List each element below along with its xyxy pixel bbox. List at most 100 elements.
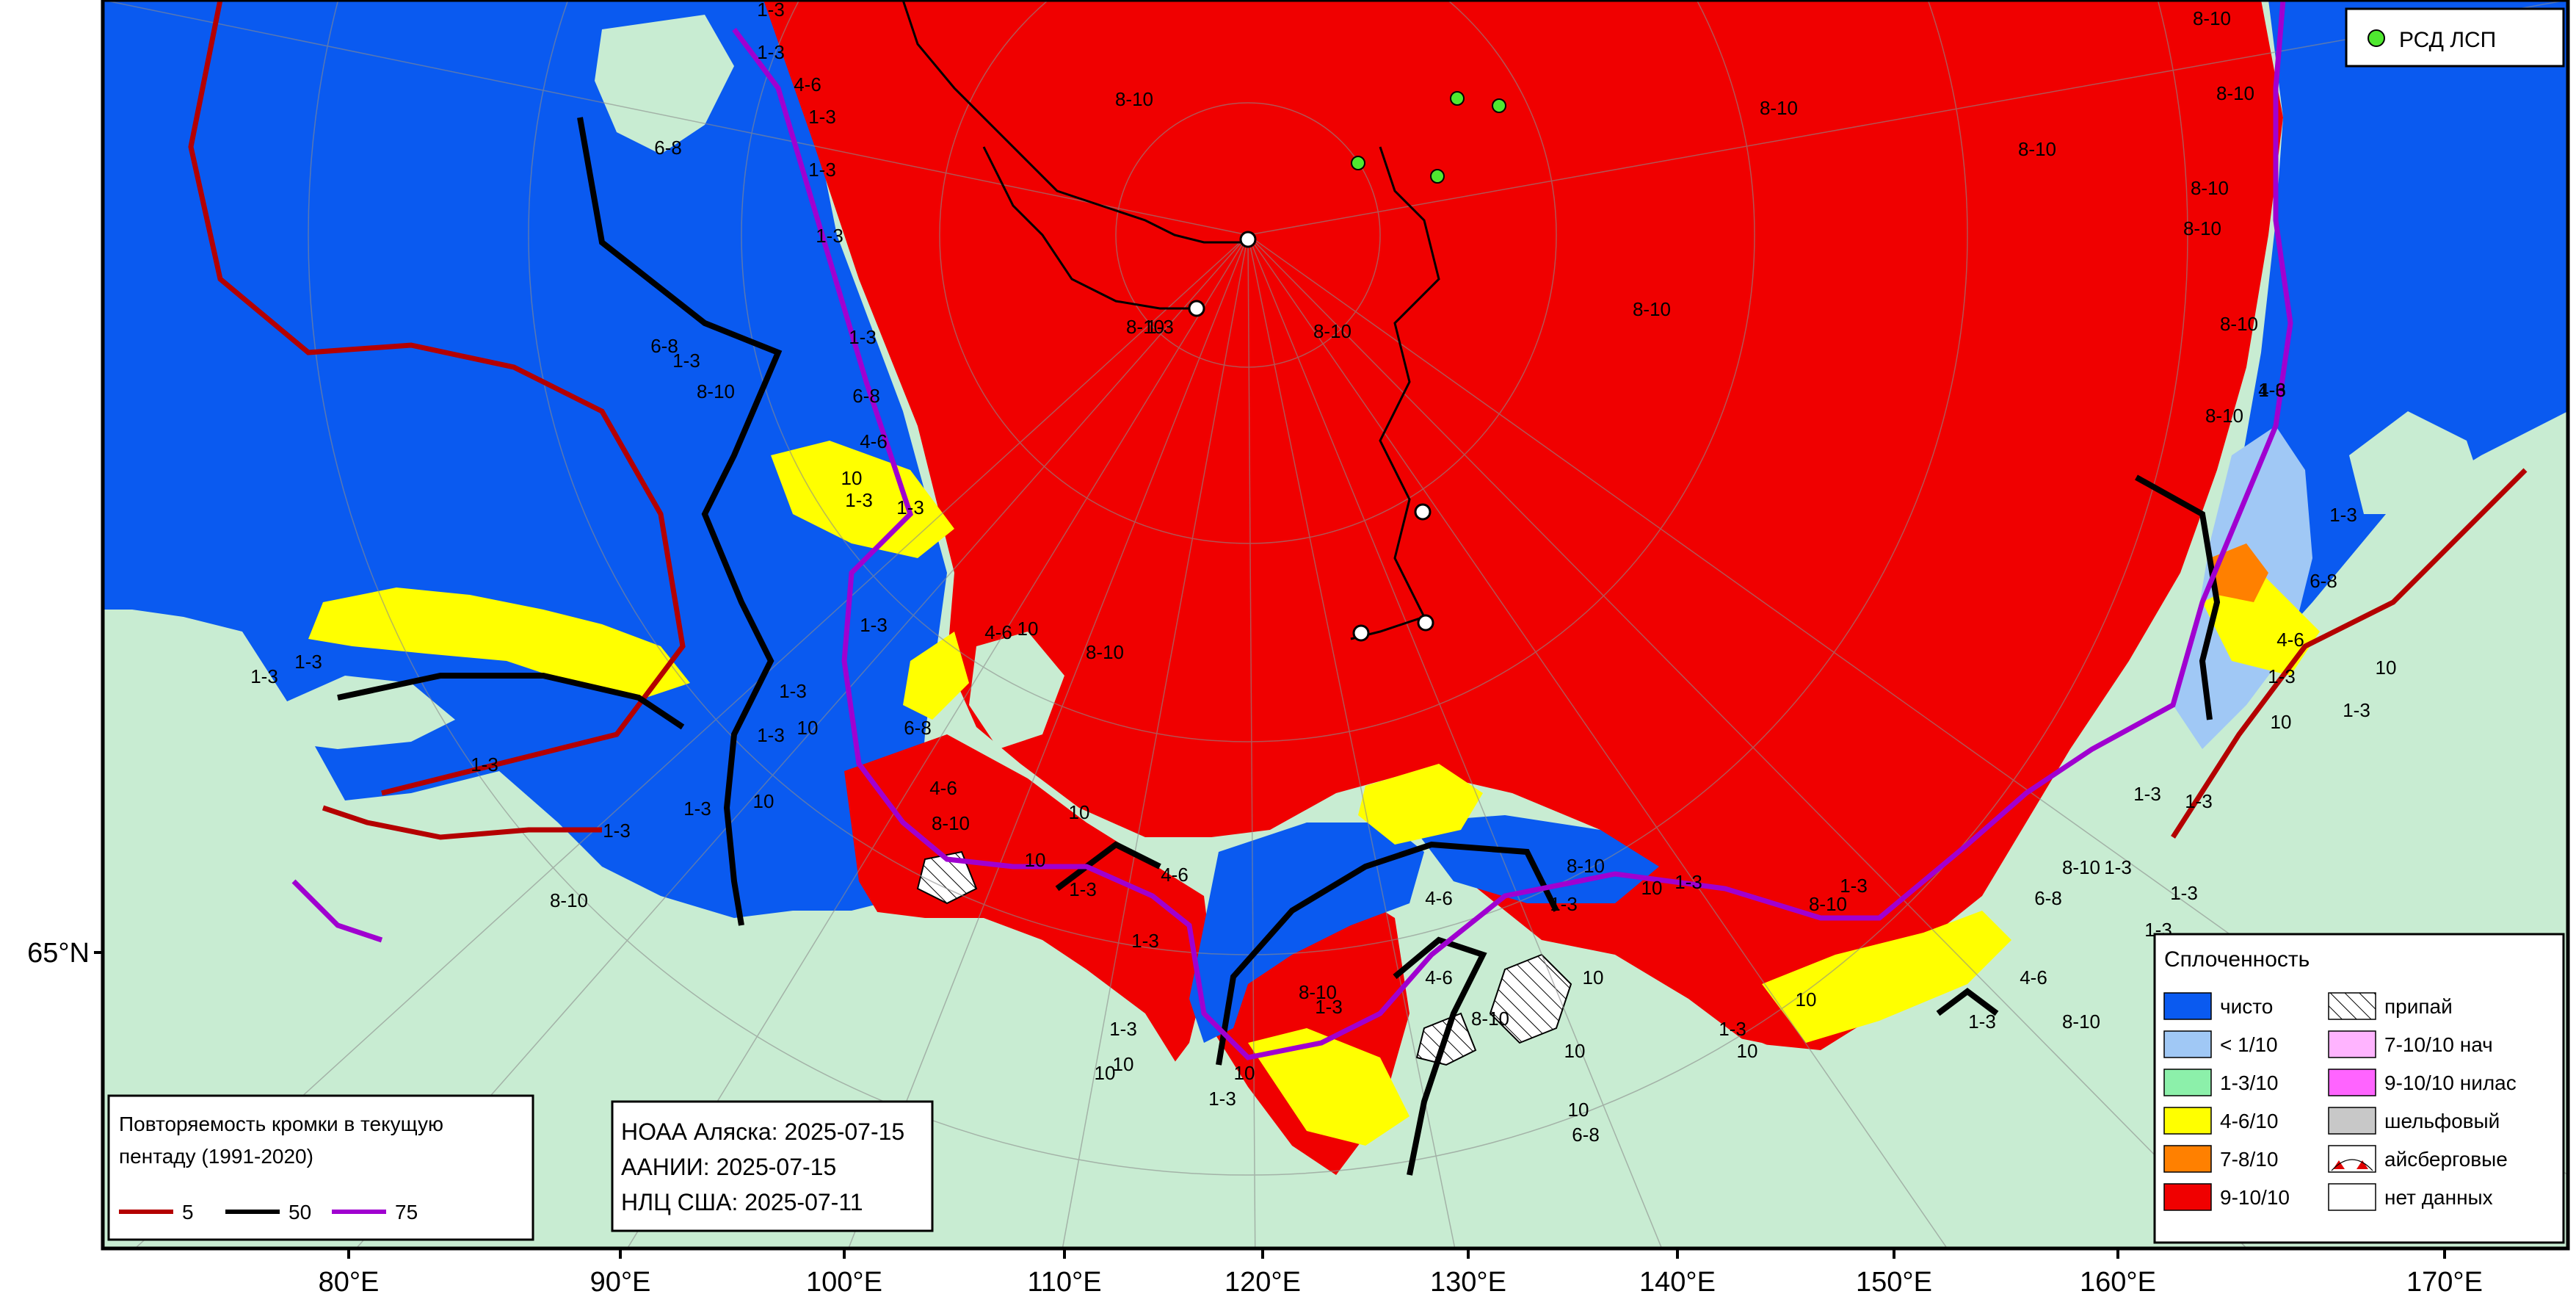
region-label: 4-6 [929, 777, 957, 799]
legend-swatch [2163, 1069, 2212, 1096]
edge-legend-label: 50 [289, 1201, 311, 1223]
region-label: 1-3 [1109, 1018, 1137, 1040]
region-label: 1-3 [757, 41, 785, 63]
edge-legend-title-line1: Повторяемость кромки в текущую [119, 1113, 443, 1135]
legend-label: < 1/10 [2220, 1033, 2278, 1056]
station-marker [1188, 300, 1205, 317]
region-label: 1-3 [779, 680, 807, 702]
lon-tick-label: 170°E [2406, 1267, 2483, 1298]
legend-swatch [2328, 992, 2376, 1020]
rsd-legend: РСД ЛСП [2345, 7, 2565, 68]
region-label: 1-3 [603, 820, 631, 842]
region-label: 10 [1234, 1062, 1255, 1084]
region-label: 8-10 [1086, 641, 1124, 663]
region-label: 8-10 [2062, 1011, 2100, 1033]
legend-swatch [2163, 1183, 2212, 1211]
region-labels: 1-31-34-61-36-88-101-31-36-81-31-34-6106… [250, 0, 2396, 1146]
region-label: 6-8 [2310, 570, 2337, 592]
legend-label: 7-8/10 [2220, 1148, 2278, 1171]
stations [1188, 91, 1506, 642]
region-label: 10 [753, 790, 774, 812]
legend-swatch [2328, 1030, 2376, 1058]
region-label: 10 [1796, 988, 1817, 1011]
region-label: 1-3 [2329, 504, 2357, 526]
region-label: 1-3 [808, 106, 836, 128]
legend-label: 9-10/10 нилас [2384, 1071, 2517, 1094]
rsd-station-marker [1450, 91, 1465, 106]
drift-tracks [901, 0, 1440, 640]
region-label: 8-10 [2018, 138, 2056, 160]
region-label: 1-3 [2268, 665, 2296, 687]
region-label: 1-3 [1719, 1018, 1746, 1040]
region-label: 6-8 [654, 137, 682, 159]
concentration-legend-item: нет данных [2328, 1183, 2493, 1211]
legend-swatch [2328, 1107, 2376, 1135]
edge-legend-item: 75 [332, 1201, 418, 1223]
concentration-legend-item: 7-8/10 [2163, 1145, 2278, 1173]
lon-tick-label: 110°E [1027, 1267, 1101, 1298]
rsd-station-marker [1492, 98, 1506, 113]
latitude-axis: 65°N [27, 938, 103, 969]
station-marker [1417, 614, 1434, 632]
lon-tick-label: 120°E [1224, 1267, 1301, 1298]
sources-box: НОАА Аляска: 2025-07-15 ААНИИ: 2025-07-1… [611, 1100, 934, 1232]
region-label: 1-3 [1208, 1088, 1236, 1110]
station-marker [1239, 231, 1257, 248]
region-label: 8-10 [2193, 7, 2231, 29]
lon-tick-label: 80°E [319, 1267, 380, 1298]
concentration-legend-item: 4-6/10 [2163, 1107, 2278, 1135]
region-label: 1-3 [1146, 316, 1174, 338]
region-label: 8-10 [1567, 855, 1605, 877]
station-marker [1414, 503, 1432, 521]
legend-swatch [2163, 992, 2212, 1020]
legend-label: 4-6/10 [2220, 1110, 2278, 1132]
region-label: 1-3 [849, 326, 877, 348]
concentration-legend-item: айсберговые [2328, 1145, 2508, 1173]
region-label: 10 [841, 467, 863, 489]
map-frame [101, 0, 2570, 1251]
region-label: 1-3 [845, 489, 873, 511]
taymyr-land [103, 441, 2568, 1248]
region-label: 1-3 [672, 350, 700, 372]
edge-legend-item: 5 [119, 1201, 194, 1223]
edge-line-75 [291, 0, 2293, 1060]
wrangel-coast-land [2349, 411, 2481, 514]
source-aanii: ААНИИ: 2025-07-15 [621, 1154, 836, 1180]
laptev-polynya [1189, 823, 1424, 1043]
concentration-legend-title: Сплоченность [2164, 947, 2310, 972]
region-label: 8-10 [932, 812, 970, 834]
edge-line-5 [188, 0, 2528, 840]
region-label: 4-6 [2020, 966, 2047, 988]
concentration-legend-item: 7-10/10 нач [2328, 1030, 2493, 1058]
legend-label: 1-3/10 [2220, 1071, 2278, 1094]
kara-edge-yellow-2 [771, 441, 954, 558]
region-label: 4-6 [1425, 887, 1453, 909]
region-label: 1-3 [757, 0, 785, 21]
region-label: 10 [1641, 877, 1663, 899]
region-label: 8-10 [1760, 97, 1798, 119]
edge-line-50 [337, 117, 2221, 1176]
legend-swatch [2163, 1107, 2212, 1135]
region-label: 10 [1568, 1099, 1589, 1121]
region-label: 1-3 [294, 651, 322, 673]
region-label: 8-10 [2220, 313, 2258, 335]
region-label: 4-6 [1161, 864, 1189, 886]
region-label: 1-3 [1131, 930, 1159, 952]
region-label: 4-6 [1425, 966, 1453, 988]
new-siberian-islands-land [969, 632, 1064, 749]
region-label: 8-10 [1809, 893, 1847, 915]
region-label: 4-6 [2258, 379, 2286, 401]
region-label: 6-8 [650, 335, 678, 357]
graticule [103, 0, 2568, 1248]
legend-label: припай [2384, 995, 2453, 1018]
rsd-legend-marker [2368, 29, 2385, 47]
region-label: 10 [1113, 1053, 1134, 1075]
region-label: 10 [1069, 801, 1090, 823]
longitude-axis: 80°E 90°E 100°E 110°E 120°E 130°E 140°E 150°E 16… [319, 1248, 2483, 1298]
peninsula-land [279, 676, 455, 749]
legend-swatch [2328, 1069, 2376, 1096]
concentration-legend-item: 1-3/10 [2163, 1069, 2278, 1096]
legend-label: нет данных [2384, 1186, 2493, 1209]
